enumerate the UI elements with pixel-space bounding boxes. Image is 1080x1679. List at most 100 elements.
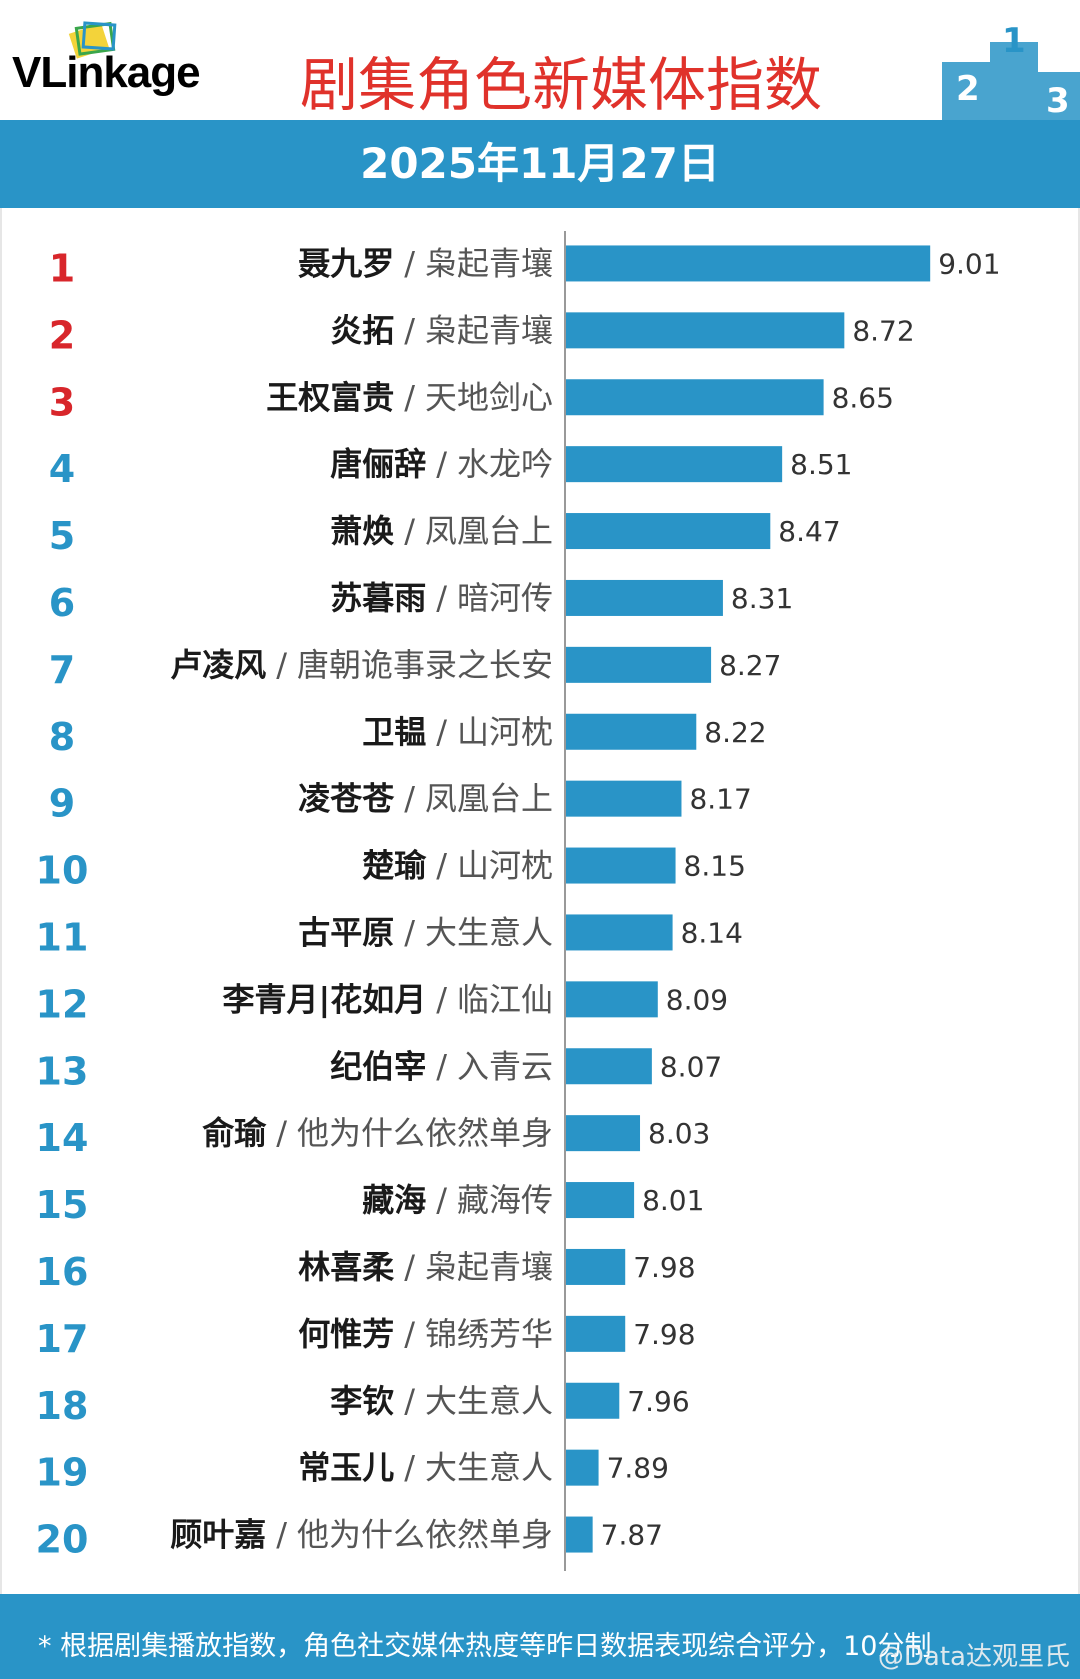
rank-number: 12 xyxy=(36,982,89,1026)
drama-name: 大生意人 xyxy=(425,913,553,951)
rank-number: 3 xyxy=(49,380,75,424)
label-separator: / xyxy=(404,1382,415,1420)
rank-number: 11 xyxy=(36,915,89,959)
rank-number: 19 xyxy=(36,1451,89,1495)
drama-name: 大生意人 xyxy=(425,1382,553,1420)
score-bar xyxy=(566,981,658,1018)
rank-number: 1 xyxy=(49,246,75,290)
role-label: 唐俪辞 / 水龙吟 xyxy=(330,445,553,483)
rank-number: 15 xyxy=(36,1183,89,1227)
score-bar xyxy=(566,646,712,683)
drama-name: 凤凰台上 xyxy=(425,512,553,550)
rank-number: 10 xyxy=(36,849,89,893)
role-label: 常玉儿 / 大生意人 xyxy=(298,1449,553,1487)
label-separator: / xyxy=(404,378,415,416)
score-bar xyxy=(566,780,682,817)
score-value-label: 8.07 xyxy=(660,1050,722,1083)
watermark: @Data达观里氏 xyxy=(877,1642,1070,1672)
chart-axis-line xyxy=(564,231,566,1571)
score-bar xyxy=(566,1449,599,1486)
label-separator: / xyxy=(436,847,447,885)
date-banner: 2025年11月27日 xyxy=(0,120,1080,208)
score-value-label: 7.89 xyxy=(607,1452,669,1485)
role-label: 萧焕 / 凤凰台上 xyxy=(330,512,553,550)
role-name: 楚瑜 xyxy=(362,847,427,885)
role-label: 炎拓 / 枭起青壤 xyxy=(330,311,553,349)
rank-number: 20 xyxy=(36,1518,89,1562)
score-bar xyxy=(566,1182,635,1219)
header: VLinkage 剧集角色新媒体指数 2 1 3 xyxy=(0,0,1080,120)
score-bar xyxy=(566,1048,652,1085)
drama-name: 枭起青壤 xyxy=(425,1248,553,1286)
score-value-label: 8.72 xyxy=(852,314,914,347)
role-name: 王权富贵 xyxy=(266,378,394,416)
footer-note: * 根据剧集播放指数，角色社交媒体热度等昨日数据表现综合评分，10分制 xyxy=(38,1631,932,1662)
podium-icon: 2 1 3 xyxy=(942,21,1080,120)
label-separator: / xyxy=(276,646,287,684)
label-separator: / xyxy=(404,913,415,951)
score-value-label: 8.14 xyxy=(681,916,743,949)
role-label: 凌苍苍 / 凤凰台上 xyxy=(298,780,553,818)
score-value-label: 8.09 xyxy=(666,983,728,1016)
role-name: 李钦 xyxy=(330,1382,394,1420)
role-name: 萧焕 xyxy=(330,512,394,550)
footer-band: * 根据剧集播放指数，角色社交媒体热度等昨日数据表现综合评分，10分制 @Dat… xyxy=(0,1594,1080,1679)
drama-name: 藏海传 xyxy=(457,1181,553,1219)
role-name: 聂九罗 xyxy=(298,244,394,282)
rank-number: 14 xyxy=(36,1116,89,1160)
score-bar xyxy=(566,513,771,550)
score-bar xyxy=(566,847,676,884)
label-separator: / xyxy=(404,780,415,818)
role-label: 李青月|花如月 / 临江仙 xyxy=(223,980,554,1019)
score-bar xyxy=(566,1115,641,1152)
score-bar xyxy=(566,713,697,750)
drama-name: 水龙吟 xyxy=(457,445,553,483)
drama-name: 临江仙 xyxy=(457,980,553,1018)
role-name: 李青月|花如月 xyxy=(223,980,427,1019)
drama-name: 唐朝诡事录之长安 xyxy=(297,646,553,684)
role-label: 卫韫 / 山河枕 xyxy=(362,713,553,751)
score-bar xyxy=(566,312,845,349)
label-separator: / xyxy=(404,244,415,282)
role-label: 何惟芳 / 锦绣芳华 xyxy=(298,1315,553,1353)
score-value-label: 9.01 xyxy=(938,247,1000,280)
role-label: 藏海 / 藏海传 xyxy=(362,1181,553,1219)
rank-number: 8 xyxy=(49,715,75,759)
drama-name: 凤凰台上 xyxy=(425,780,553,818)
score-bar xyxy=(566,914,673,951)
rank-number: 16 xyxy=(36,1250,89,1294)
role-name: 纪伯宰 xyxy=(330,1047,426,1085)
label-separator: / xyxy=(436,1181,447,1219)
score-value-label: 8.47 xyxy=(778,515,840,548)
role-label: 王权富贵 / 天地剑心 xyxy=(266,378,553,416)
role-name: 唐俪辞 xyxy=(330,445,426,483)
role-name: 苏暮雨 xyxy=(330,579,426,617)
score-value-label: 8.51 xyxy=(790,448,852,481)
label-separator: / xyxy=(276,1114,287,1152)
role-name: 常玉儿 xyxy=(298,1449,394,1487)
role-name: 林喜柔 xyxy=(298,1248,394,1286)
role-name: 古平原 xyxy=(298,913,394,951)
label-separator: / xyxy=(404,512,415,550)
drama-name: 他为什么依然单身 xyxy=(297,1516,553,1554)
rank-number: 4 xyxy=(49,447,75,491)
label-separator: / xyxy=(436,713,447,751)
score-value-label: 8.65 xyxy=(832,381,894,414)
score-value-label: 8.31 xyxy=(731,582,793,615)
rank-number: 17 xyxy=(36,1317,89,1361)
role-label: 古平原 / 大生意人 xyxy=(298,913,553,951)
role-name: 炎拓 xyxy=(330,311,394,349)
score-value-label: 7.96 xyxy=(627,1385,689,1418)
rank-number: 13 xyxy=(36,1049,89,1093)
podium-number-2: 2 xyxy=(956,69,980,109)
label-separator: / xyxy=(276,1516,287,1554)
role-name: 俞瑜 xyxy=(202,1114,267,1152)
logo-text: VLinkage xyxy=(12,48,201,97)
score-bar xyxy=(566,1315,626,1352)
role-label: 卢凌风 / 唐朝诡事录之长安 xyxy=(170,646,553,684)
score-value-label: 8.27 xyxy=(719,649,781,682)
drama-name: 山河枕 xyxy=(457,847,553,885)
role-name: 藏海 xyxy=(362,1181,426,1219)
role-label: 俞瑜 / 他为什么依然单身 xyxy=(202,1114,553,1152)
